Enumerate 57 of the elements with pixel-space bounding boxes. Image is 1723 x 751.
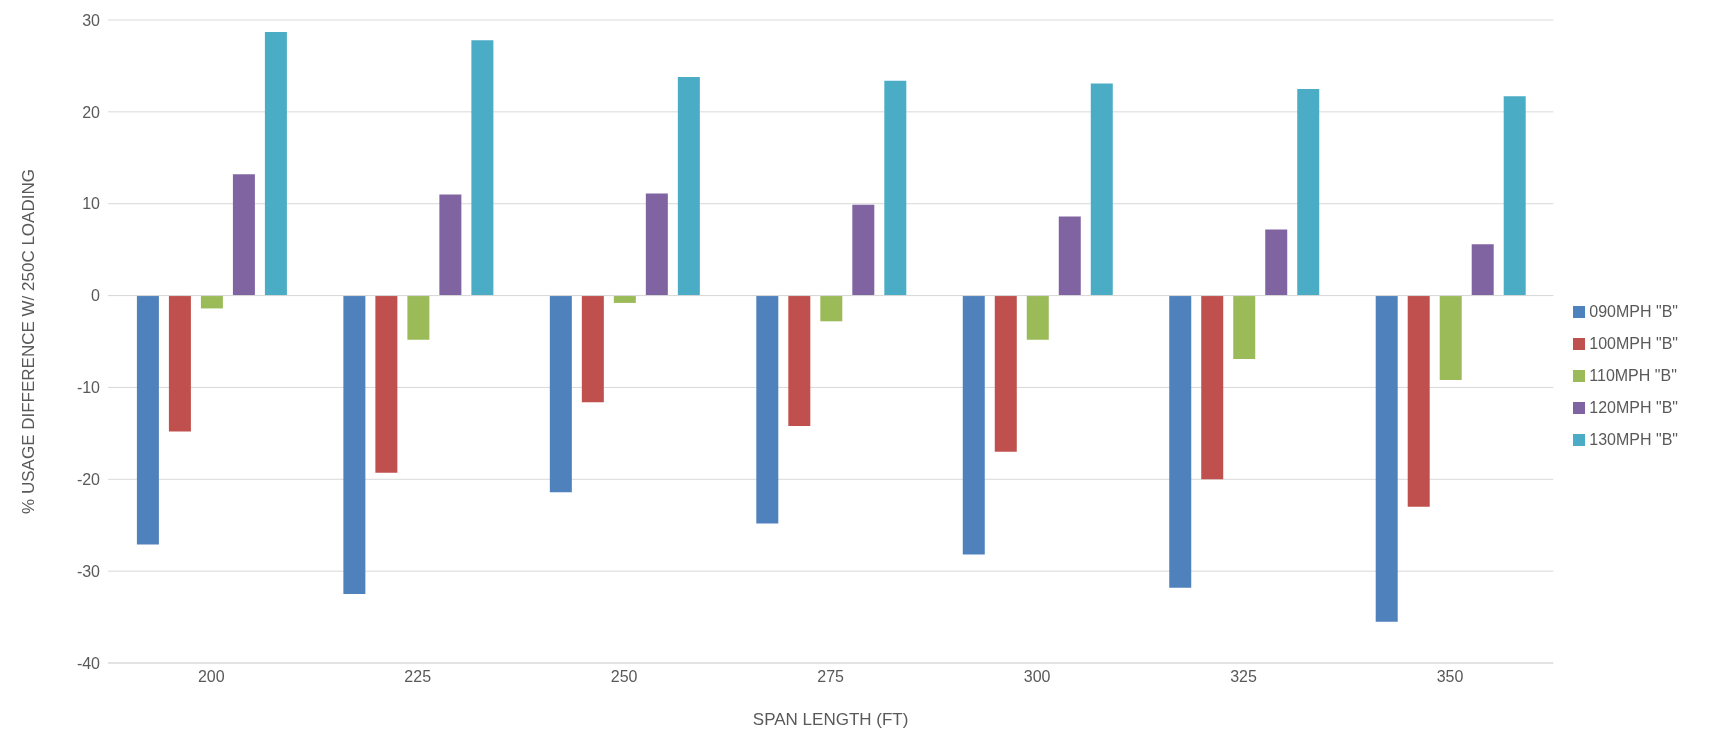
y-tick-label: -10: [76, 379, 101, 397]
bar: [375, 295, 398, 473]
bar: [407, 295, 430, 340]
legend-label: 100MPH "B": [1589, 334, 1678, 352]
bar: [439, 194, 462, 296]
x-tick-label: 300: [1023, 668, 1051, 686]
bar: [200, 295, 223, 309]
bar: [549, 295, 572, 493]
y-tick-label: 10: [82, 195, 101, 213]
y-tick-label: -20: [76, 470, 101, 488]
bar: [1471, 244, 1494, 296]
bar: [1026, 295, 1049, 340]
bar: [232, 174, 255, 296]
bar: [852, 204, 875, 296]
bar: [1503, 96, 1526, 296]
x-tick-label: 275: [817, 668, 845, 686]
bar: [884, 80, 907, 296]
bar: [1201, 295, 1224, 480]
y-tick-label: 20: [82, 103, 101, 121]
bar: [994, 295, 1017, 452]
bar: [1233, 295, 1256, 359]
x-tick-label: 225: [404, 668, 432, 686]
bar: [788, 295, 811, 427]
bar: [613, 295, 636, 303]
bar: [264, 31, 287, 296]
bar: [820, 295, 843, 322]
bar: [677, 76, 700, 296]
y-tick-label: -40: [76, 654, 101, 672]
bar: [962, 295, 985, 555]
bar: [1297, 88, 1320, 296]
legend-label: 130MPH "B": [1589, 430, 1678, 448]
bar: [1439, 295, 1462, 381]
legend-label: 110MPH "B": [1589, 366, 1677, 384]
bar: [1375, 295, 1398, 622]
bar: [136, 295, 159, 545]
bar: [581, 295, 604, 403]
bar: [756, 295, 779, 524]
bar: [1169, 295, 1192, 588]
y-tick-label: -30: [76, 562, 101, 580]
bar: [1090, 83, 1113, 296]
bar: [645, 193, 668, 296]
y-tick-label: 0: [91, 287, 101, 305]
bar: [343, 295, 366, 595]
bar: [1058, 216, 1081, 296]
bar: [471, 40, 494, 296]
x-tick-label: 325: [1230, 668, 1258, 686]
x-tick-label: 250: [610, 668, 638, 686]
bar: [1407, 295, 1430, 507]
bar: [1265, 229, 1288, 296]
y-axis-title: % USAGE DIFFERENCE W/ 250C LOADING: [19, 169, 39, 514]
y-tick-label: 30: [82, 11, 101, 29]
legend-label: 120MPH "B": [1589, 398, 1678, 416]
x-axis-title: SPAN LENGTH (FT): [752, 710, 909, 729]
x-tick-label: 350: [1436, 668, 1464, 686]
x-tick-label: 200: [197, 668, 225, 686]
bar: [168, 295, 191, 432]
legend-label: 090MPH "B": [1589, 302, 1678, 320]
